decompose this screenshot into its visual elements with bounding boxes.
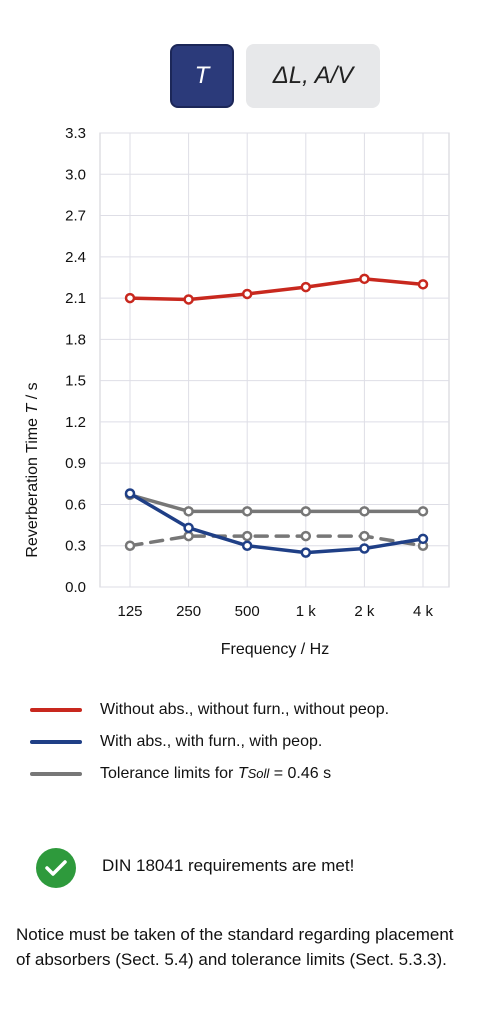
notice-text: Notice must be taken of the standard reg… xyxy=(16,925,454,969)
y-tick-label: 2.1 xyxy=(65,290,86,307)
chart-grid xyxy=(99,132,450,588)
status-text: DIN 18041 requirements are met! xyxy=(102,856,355,875)
chart-series xyxy=(124,273,429,558)
series-point-2 xyxy=(359,506,370,517)
y-tick-label: 3.0 xyxy=(65,166,86,183)
legend-item-with: With abs., with furn., with peop. xyxy=(30,726,389,758)
series-point-0 xyxy=(241,288,253,300)
y-tick-label: 2.7 xyxy=(65,208,86,225)
series-line-2 xyxy=(128,493,425,514)
x-tick-label: 2 k xyxy=(354,603,375,620)
series-line-1 xyxy=(128,491,425,555)
x-tick-label: 4 k xyxy=(413,603,434,620)
series-point-2 xyxy=(300,506,312,517)
legend-label-without: Without abs., without furn., without peo… xyxy=(100,701,390,718)
y-tick-label: 0.0 xyxy=(65,579,86,596)
series-point-1 xyxy=(300,547,312,558)
series-point-1 xyxy=(241,540,253,551)
x-axis-title: Frequency / Hz xyxy=(221,641,329,658)
y-tick-label: 0.9 xyxy=(65,455,86,472)
series-point-3 xyxy=(359,530,370,542)
status-message: DIN 18041 requirements are met! xyxy=(36,848,362,888)
series-point-1 xyxy=(124,488,136,499)
legend-swatch-red xyxy=(30,708,82,712)
series-point-3 xyxy=(241,530,253,542)
x-tick-label: 250 xyxy=(176,603,201,620)
series-point-0 xyxy=(183,294,194,305)
legend-item-without: Without abs., without furn., without peo… xyxy=(30,694,389,726)
legend-swatch-gray xyxy=(30,772,82,776)
series-point-2 xyxy=(183,506,194,517)
check-icon xyxy=(36,848,76,888)
series-point-0 xyxy=(417,279,429,290)
x-tick-label: 500 xyxy=(235,603,260,620)
series-point-2 xyxy=(417,506,429,517)
series-point-3 xyxy=(300,530,312,542)
series-point-2 xyxy=(241,506,253,517)
series-line-3 xyxy=(128,534,425,548)
series-line-0 xyxy=(128,277,425,302)
delta-l-toggle-button[interactable]: ΔL, A/V xyxy=(246,44,380,108)
x-tick-label: 1 k xyxy=(296,603,317,620)
y-tick-label: 3.3 xyxy=(65,125,86,142)
y-tick-label: 0.6 xyxy=(65,496,86,513)
y-tick-label: 1.5 xyxy=(65,373,86,390)
y-axis-title: Reverberation Time T / s xyxy=(24,382,41,557)
series-point-3 xyxy=(183,530,194,542)
legend-item-tolerance: Tolerance limits for TSoll = 0.46 s xyxy=(30,758,389,790)
legend-label-tolerance: Tolerance limits for TSoll = 0.46 s xyxy=(100,765,332,782)
y-tick-label: 2.4 xyxy=(65,249,86,266)
series-point-1 xyxy=(359,543,370,554)
series-point-0 xyxy=(359,273,370,285)
series-point-1 xyxy=(417,533,429,545)
y-tick-label: 1.8 xyxy=(65,331,86,348)
series-point-0 xyxy=(300,281,312,293)
series-point-0 xyxy=(124,292,136,304)
y-tick-label: 1.2 xyxy=(65,414,86,431)
x-tick-labels: 125 250 500 1 k 2 k 4 k xyxy=(117,603,433,620)
legend-label-with: With abs., with furn., with peop. xyxy=(100,733,323,750)
y-tick-label: 0.3 xyxy=(65,538,86,555)
y-tick-labels: 0.0 0.3 0.6 0.9 1.2 1.5 1.8 2.1 2.4 2.7 3.0 3.3 xyxy=(65,125,86,596)
t-toggle-button[interactable]: T xyxy=(170,44,234,108)
chart-legend: Without abs., without furn., without peo… xyxy=(30,694,389,790)
legend-swatch-blue xyxy=(30,740,82,744)
reverberation-chart: 0.0 0.3 0.6 0.9 1.2 1.5 1.8 2.1 2.4 2.7 3.0 3.3 125… xyxy=(24,125,450,658)
x-tick-label: 125 xyxy=(117,603,142,620)
series-point-3 xyxy=(124,540,136,551)
series-point-1 xyxy=(183,522,194,534)
plot-frame xyxy=(99,132,450,588)
